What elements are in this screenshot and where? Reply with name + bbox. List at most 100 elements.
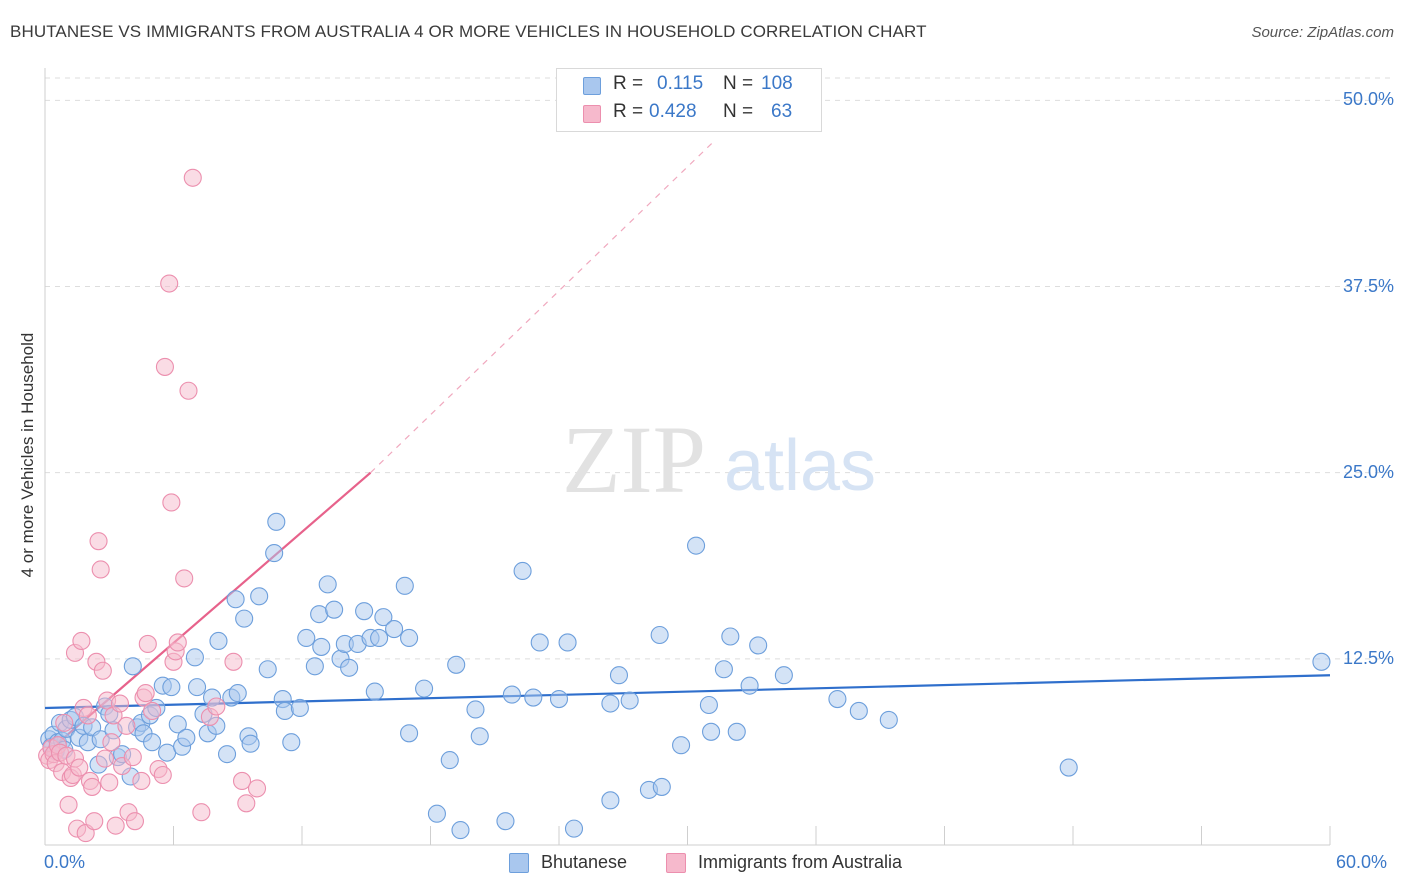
bhutanese-point (374, 608, 393, 627)
bhutanese-point (609, 666, 629, 685)
australia-point (132, 771, 151, 791)
bhutanese-point (265, 544, 284, 563)
bhutanese-point (849, 701, 868, 721)
bhutanese-swatch (583, 77, 601, 95)
bhutanese-point (385, 619, 404, 639)
bhutanese-point (297, 628, 316, 648)
australia-point (168, 633, 187, 652)
bhutanese-point (365, 682, 384, 701)
bhutanese-point (241, 734, 260, 753)
y-tick-label: 12.5% (1342, 647, 1394, 668)
bhutanese-point (143, 733, 162, 752)
bhutanese-point (601, 694, 620, 713)
bhutanese-point (502, 685, 521, 704)
australia-point (175, 569, 194, 588)
bhutanese-point (652, 777, 671, 796)
bhutanese-point (400, 724, 419, 743)
bhutanese-point (496, 812, 515, 831)
n-label: N = (723, 101, 754, 122)
australia-point (100, 773, 119, 792)
legend-label: Bhutanese (541, 852, 628, 872)
bhutanese-point (318, 575, 337, 594)
bhutanese-point (749, 636, 768, 655)
stats-row-australia: R = 0.428 N = 63 (557, 101, 821, 127)
bhutanese-point (440, 751, 459, 770)
n-value: 108 (761, 73, 793, 94)
bhutanese-point (774, 666, 793, 685)
australia-point (59, 795, 78, 814)
grid-lines (45, 77, 1390, 660)
watermark-zip: ZIP (562, 406, 706, 513)
australia-point (162, 493, 181, 512)
bhutanese-point (185, 648, 204, 667)
bhutanese-point (282, 733, 301, 752)
bhutanese-point (564, 819, 584, 838)
australia-point (123, 748, 142, 767)
australia-point (237, 794, 256, 813)
australia-point (85, 812, 104, 831)
australia-point (207, 697, 226, 716)
bhutanese-point (1059, 758, 1078, 777)
n-value: 63 (771, 101, 793, 122)
australia-point (55, 713, 74, 732)
australia-point (89, 532, 108, 551)
bhutanese-trend-line (44, 674, 1331, 710)
y-tick-label: 37.5% (1342, 275, 1394, 296)
bhutanese-point (209, 631, 228, 651)
bhutanese-point (672, 736, 691, 755)
bhutanese-point (250, 587, 269, 606)
bhutanese-point (177, 728, 196, 747)
bhutanese-point (340, 658, 359, 677)
bhutanese-point (370, 628, 389, 648)
chart-title: BHUTANESE VS IMMIGRANTS FROM AUSTRALIA 4… (10, 22, 927, 41)
n-label: N = (723, 73, 754, 94)
bhutanese-legend-swatch (509, 853, 529, 873)
bhutanese-point (549, 689, 569, 709)
watermark: ZIP atlas (562, 406, 876, 513)
bhutanese-point (702, 722, 721, 741)
source-note: Source: ZipAtlas.com (1251, 24, 1394, 41)
australia-point (160, 274, 179, 293)
bhutanese-point (447, 655, 466, 674)
x-tick-min: 0.0% (44, 852, 86, 872)
bhutanese-point (721, 627, 740, 646)
bhutanese-point (558, 633, 577, 652)
australia-point (70, 758, 89, 777)
australia-point (102, 733, 121, 752)
australia-point (224, 652, 243, 671)
australia-swatch (583, 105, 601, 123)
bhutanese-point (530, 633, 549, 652)
australia-point (143, 701, 162, 721)
australia-point (110, 694, 130, 713)
bhutanese-point (601, 791, 620, 810)
r-value: 0.428 (649, 101, 697, 122)
australia-point (136, 684, 155, 703)
australia-point (72, 631, 91, 651)
x-tick-max: 60.0% (1336, 852, 1388, 872)
r-value: 0.115 (657, 73, 704, 94)
bhutanese-point (217, 745, 237, 764)
australia-trend-extension (370, 141, 714, 474)
r-label: R = (613, 73, 644, 94)
bhutanese-point (427, 804, 446, 823)
bhutanese-point (258, 660, 277, 679)
australia-points (38, 168, 267, 843)
legend: Bhutanese Immigrants from Australia (0, 852, 1406, 878)
bhutanese-point (466, 700, 485, 719)
axes (44, 68, 1331, 846)
bhutanese-point (228, 684, 247, 703)
bhutanese-point (310, 605, 329, 624)
legend-label: Immigrants from Australia (698, 852, 903, 872)
australia-point (95, 749, 115, 768)
y-tick-label: 50.0% (1342, 89, 1394, 110)
bhutanese-point (714, 660, 733, 679)
bhutanese-point (325, 600, 344, 619)
bhutanese-point (226, 590, 245, 609)
stats-row-bhutanese: R = 0.115 N = 108 (557, 73, 821, 99)
bhutanese-point (513, 561, 532, 581)
bhutanese-point (395, 576, 414, 595)
australia-point (83, 777, 102, 796)
correlation-stats-box: R = 0.115 N = 108 R = 0.428 N = 63 (556, 68, 822, 132)
bhutanese-point (355, 602, 374, 621)
bhutanese-point (740, 676, 759, 695)
